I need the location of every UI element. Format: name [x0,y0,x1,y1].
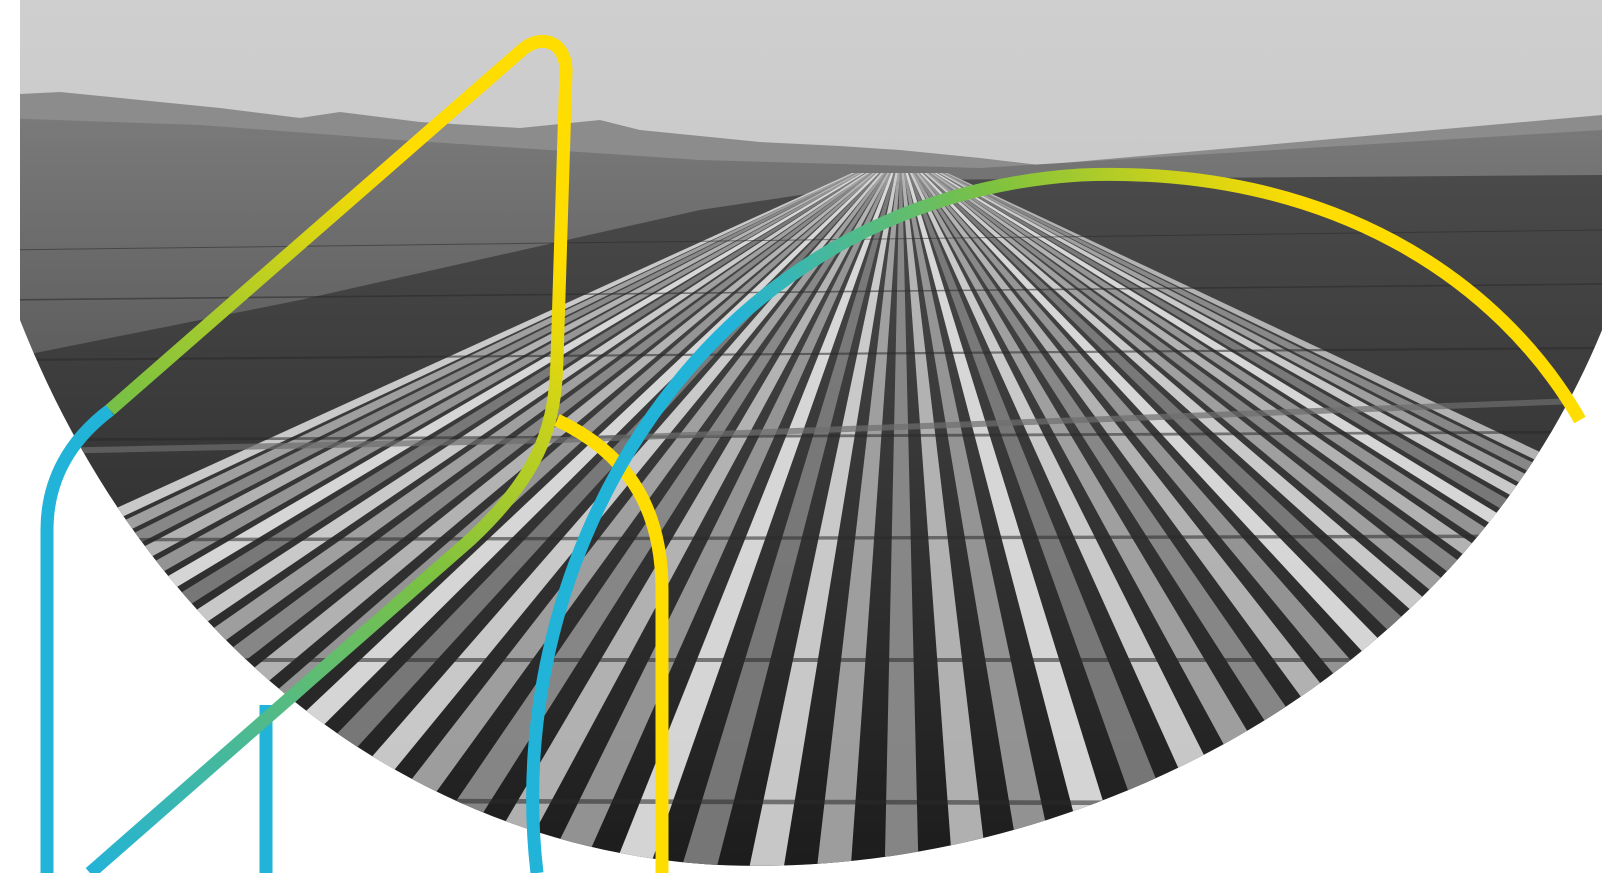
solar-panel-row [264,173,884,866]
solar-panel-row [746,173,898,866]
solar-panel-row [20,173,861,866]
brand-lines [40,34,1586,873]
blue-left-arch [40,404,114,873]
solar-panel-row [677,173,896,866]
solar-panel-row [907,173,1197,866]
solar-panel-row [20,173,859,866]
panel-row-seam [20,534,1602,542]
panel-row-seam [20,229,1602,251]
panel-row-seam [20,797,1602,807]
solar-panel-row [540,173,892,866]
solar-panel-row [928,173,1602,866]
solar-panel-row [471,173,890,866]
gradient-big-arc [526,167,1586,873]
solar-panel-row [911,173,1337,866]
yellow-right-arch [554,414,669,873]
panel-row-seam [20,346,1602,362]
solar-panel-row [884,173,919,866]
solar-panel-row [815,173,900,866]
gradient-diagonal-hook [85,34,573,873]
solar-panel-row [608,173,894,866]
solar-panel-row [932,173,1602,866]
solar-panel-row [905,173,1128,866]
solar-panel-row [901,173,989,866]
solar-panel-row [903,173,1058,866]
solar-panel-row [909,173,1267,866]
solar-panel-row [126,173,880,866]
panel-row-seam [20,430,1602,442]
solar-panel-row [914,173,1406,866]
solar-panel-row [402,173,888,866]
solar-panel-row [20,173,863,866]
solar-panel-row [333,173,886,866]
solar-panel-row [930,173,1602,866]
panel-row-seam [20,283,1602,301]
solar-panel-row [20,173,867,866]
access-road [20,397,1602,455]
